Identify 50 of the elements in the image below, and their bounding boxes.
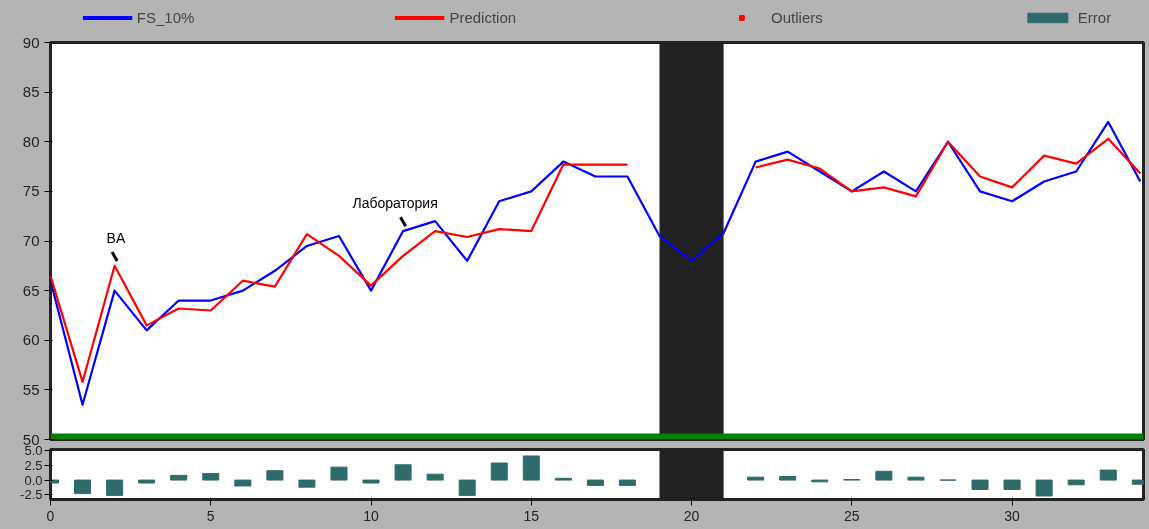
x-tick-label: 5 (206, 507, 215, 524)
bar (1067, 479, 1085, 486)
x-tick-label: 20 (683, 507, 700, 524)
bar (522, 455, 540, 481)
bar (330, 466, 348, 481)
bar (298, 479, 316, 488)
bar (907, 476, 925, 481)
legend-label: Outliers (771, 8, 823, 26)
y-tick-label: 55 (22, 380, 40, 398)
x-tick-label: 25 (844, 507, 860, 524)
legend-label: Prediction (449, 8, 517, 26)
legend-label: FS_10% (136, 8, 195, 26)
bar (202, 473, 220, 481)
bar (490, 462, 508, 481)
bar (1035, 479, 1053, 497)
bar (618, 479, 636, 486)
bar (394, 464, 412, 481)
y-tick-label: 90 (22, 33, 40, 51)
x-tick-label: 15 (523, 507, 540, 524)
bar (138, 479, 156, 484)
annotation: Лаборатория (352, 195, 438, 212)
x-tick-label: 10 (363, 507, 380, 524)
bar (170, 474, 188, 481)
bar (779, 476, 797, 481)
y-tick-label: 75 (22, 182, 40, 200)
bar (106, 479, 124, 496)
y-tick-label: 2.5 (24, 457, 43, 473)
bar (426, 473, 444, 481)
y-tick-label: 60 (22, 331, 40, 349)
x-tick-label: 0 (46, 507, 55, 524)
bar (266, 470, 284, 481)
bar (747, 476, 765, 481)
bar (362, 479, 380, 484)
annotation: BA (106, 229, 126, 246)
y-tick-label: 85 (22, 83, 40, 101)
y-tick-label: -2.5 (20, 487, 43, 503)
y-tick-label: 80 (22, 132, 40, 150)
y-tick-label: 0.0 (24, 472, 43, 488)
bar (586, 479, 604, 486)
bar (875, 470, 893, 481)
legend-label: Error (1077, 8, 1112, 26)
x-tick-label: 30 (1004, 507, 1021, 524)
bar (1003, 479, 1021, 490)
bar (458, 479, 476, 496)
bar (234, 479, 252, 487)
bar (971, 479, 989, 490)
y-tick-label: 65 (22, 281, 40, 299)
y-tick-label: 70 (22, 232, 40, 249)
bar (74, 479, 92, 495)
bar (1099, 469, 1117, 481)
